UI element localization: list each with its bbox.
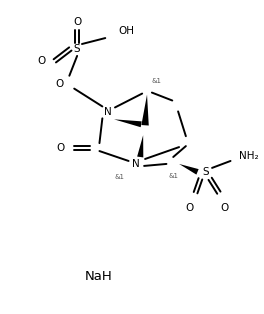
Polygon shape [142, 95, 149, 126]
Text: N: N [131, 159, 139, 169]
Text: &1: &1 [152, 78, 162, 84]
Text: S: S [74, 44, 81, 54]
Polygon shape [114, 119, 142, 127]
Text: O: O [221, 203, 229, 213]
Text: N: N [104, 107, 112, 117]
Text: NaH: NaH [84, 270, 112, 284]
Text: O: O [55, 78, 64, 89]
Text: &1: &1 [115, 174, 125, 180]
Text: O: O [73, 17, 81, 27]
Text: O: O [37, 56, 45, 66]
Text: NH₂: NH₂ [239, 151, 259, 161]
Text: &1: &1 [168, 173, 178, 179]
Text: OH: OH [119, 26, 135, 36]
Polygon shape [137, 135, 143, 157]
Text: O: O [186, 203, 194, 213]
Text: S: S [202, 167, 209, 177]
Polygon shape [179, 164, 199, 175]
Text: O: O [56, 143, 65, 153]
